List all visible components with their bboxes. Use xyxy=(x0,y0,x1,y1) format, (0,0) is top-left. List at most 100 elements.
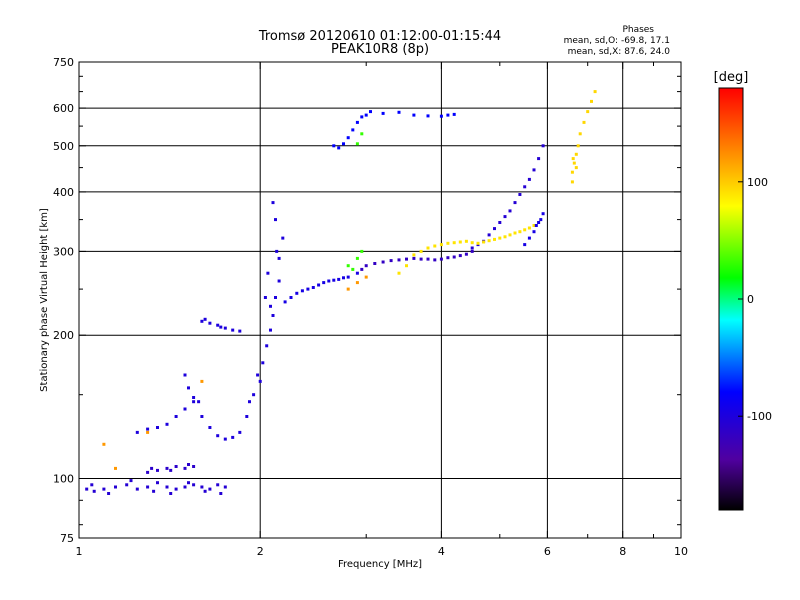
data-point xyxy=(458,240,462,244)
data-point xyxy=(464,239,468,243)
data-point xyxy=(274,296,277,299)
chart-subtitle: PEAK10R8 (8p) xyxy=(331,42,429,57)
data-point xyxy=(405,264,408,268)
data-point xyxy=(238,329,242,333)
data-point xyxy=(200,319,204,323)
data-point xyxy=(527,236,531,240)
data-point xyxy=(527,177,531,181)
data-point xyxy=(261,361,265,365)
y-tick-label: 400 xyxy=(53,186,74,199)
data-point xyxy=(342,142,345,146)
data-point xyxy=(572,161,576,165)
data-point xyxy=(216,323,220,327)
data-point xyxy=(183,485,187,489)
data-point xyxy=(534,224,538,227)
data-point xyxy=(346,287,350,291)
data-point xyxy=(405,257,408,261)
data-point xyxy=(107,492,111,495)
data-point xyxy=(135,430,139,434)
y-tick-label: 200 xyxy=(53,329,74,342)
data-point xyxy=(355,281,359,285)
data-point xyxy=(295,291,299,295)
data-point xyxy=(537,221,541,224)
data-point xyxy=(200,415,204,418)
data-point xyxy=(265,344,269,348)
data-point xyxy=(470,249,474,253)
data-point xyxy=(269,328,272,332)
data-point xyxy=(322,281,326,285)
data-point xyxy=(576,144,580,148)
data-point xyxy=(586,110,590,114)
colorbar-tick-label: -100 xyxy=(747,410,772,423)
data-point xyxy=(541,144,545,148)
data-point xyxy=(129,479,133,483)
data-point xyxy=(192,465,196,468)
data-point xyxy=(289,296,293,299)
data-point xyxy=(541,212,545,216)
data-point xyxy=(125,483,129,487)
data-point xyxy=(487,233,491,237)
data-points xyxy=(85,90,597,495)
data-point xyxy=(317,283,321,287)
data-point xyxy=(397,258,401,262)
data-point xyxy=(389,259,393,263)
x-tick-label: 6 xyxy=(544,545,551,558)
data-point xyxy=(476,241,480,245)
colorbar-tick-label: 100 xyxy=(747,176,768,189)
data-point xyxy=(277,256,281,260)
data-point xyxy=(146,470,150,474)
data-point xyxy=(283,300,287,304)
data-point xyxy=(360,115,364,119)
data-point xyxy=(219,492,223,495)
data-point xyxy=(216,434,220,438)
data-point xyxy=(419,249,423,253)
data-point xyxy=(446,256,450,260)
data-point xyxy=(570,170,574,174)
data-point xyxy=(351,128,355,132)
data-point xyxy=(203,317,207,321)
data-point xyxy=(306,287,310,291)
data-point xyxy=(381,111,385,115)
data-point xyxy=(532,230,536,234)
data-point xyxy=(498,221,502,224)
data-point xyxy=(165,422,169,426)
data-point xyxy=(192,483,196,487)
data-point xyxy=(439,114,443,118)
data-point xyxy=(458,254,462,258)
data-point xyxy=(452,112,456,116)
data-point xyxy=(470,241,474,245)
data-point xyxy=(238,430,242,434)
data-point xyxy=(200,379,204,383)
y-tick-label: 750 xyxy=(53,56,74,69)
data-point xyxy=(252,393,256,397)
data-point xyxy=(114,485,117,489)
data-point xyxy=(508,209,512,213)
data-point xyxy=(152,489,156,493)
data-point xyxy=(571,157,575,161)
data-point xyxy=(493,227,496,231)
data-point xyxy=(513,201,517,205)
data-point xyxy=(439,243,443,247)
y-tick-label: 500 xyxy=(53,140,74,153)
data-point xyxy=(446,113,450,117)
x-tick-label: 1 xyxy=(76,545,83,558)
data-point xyxy=(146,427,150,431)
data-point xyxy=(203,489,207,493)
data-point xyxy=(187,386,190,390)
data-point xyxy=(342,276,345,280)
data-point xyxy=(231,328,235,332)
data-point xyxy=(174,487,178,491)
data-point xyxy=(165,466,169,470)
data-point xyxy=(412,256,416,260)
data-point xyxy=(156,481,159,485)
x-tick-label: 2 xyxy=(257,545,264,558)
data-point xyxy=(85,487,89,491)
y-axis-title: Stationary phase Virtual Height [km] xyxy=(39,208,50,392)
y-tick-label: 300 xyxy=(53,245,74,258)
data-point xyxy=(245,415,249,418)
data-point xyxy=(360,249,364,253)
data-point xyxy=(574,152,578,156)
data-point xyxy=(300,289,304,293)
data-point xyxy=(263,296,267,299)
data-point xyxy=(397,271,401,275)
